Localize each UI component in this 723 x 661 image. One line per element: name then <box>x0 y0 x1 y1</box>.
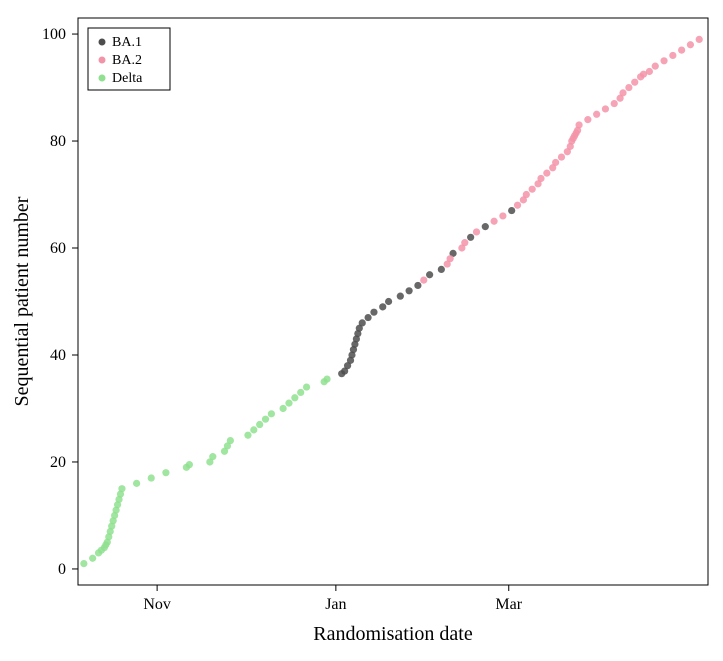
data-point <box>447 255 454 262</box>
x-tick-label: Jan <box>325 596 346 613</box>
data-point <box>379 303 386 310</box>
legend-label: Delta <box>112 71 143 86</box>
scatter-chart: Nov Jan Mar Randomisation date 0 20 40 60 80 100 S… <box>0 0 723 661</box>
data-point <box>575 121 582 128</box>
data-point <box>558 153 565 160</box>
data-point <box>631 79 638 86</box>
data-point <box>499 212 506 219</box>
data-point <box>186 461 193 468</box>
data-point <box>280 405 287 412</box>
legend-marker <box>99 57 106 64</box>
data-point <box>543 170 550 177</box>
data-point <box>652 63 659 70</box>
data-point <box>268 410 275 417</box>
data-point <box>303 383 310 390</box>
data-point <box>508 207 515 214</box>
y-tick-label: 80 <box>50 133 66 150</box>
data-point <box>660 57 667 64</box>
data-point <box>602 105 609 112</box>
data-point <box>118 485 125 492</box>
data-point <box>385 298 392 305</box>
data-point <box>619 89 626 96</box>
data-point <box>227 437 234 444</box>
data-point <box>482 223 489 230</box>
data-point <box>514 202 521 209</box>
data-point <box>244 432 251 439</box>
y-tick-label: 40 <box>50 347 66 364</box>
y-tick-label: 60 <box>50 240 66 257</box>
data-point <box>285 400 292 407</box>
data-point <box>359 319 366 326</box>
legend: BA.1 BA.2 Delta <box>88 28 170 90</box>
data-point <box>250 426 257 433</box>
data-point <box>529 186 536 193</box>
data-point <box>696 36 703 43</box>
data-point <box>669 52 676 59</box>
data-point <box>406 287 413 294</box>
data-point <box>323 375 330 382</box>
y-tick-label: 100 <box>42 26 66 43</box>
data-point <box>552 159 559 166</box>
data-point <box>420 277 427 284</box>
data-point <box>687 41 694 48</box>
data-point <box>584 116 591 123</box>
data-point <box>256 421 263 428</box>
y-tick-label: 0 <box>58 561 66 578</box>
x-axis-label: Randomisation date <box>313 623 473 645</box>
data-point <box>364 314 371 321</box>
data-point <box>646 68 653 75</box>
y-tick-label: 20 <box>50 454 66 471</box>
data-point <box>537 175 544 182</box>
data-point <box>162 469 169 476</box>
data-point <box>370 309 377 316</box>
data-point <box>291 394 298 401</box>
y-axis-label: Sequential patient number <box>11 196 33 406</box>
data-point <box>414 282 421 289</box>
x-tick-label: Nov <box>143 596 171 613</box>
chart-svg: Nov Jan Mar Randomisation date 0 20 40 60 80 100 S… <box>0 0 723 661</box>
data-point <box>133 480 140 487</box>
data-point <box>438 266 445 273</box>
data-point <box>625 84 632 91</box>
data-point <box>89 555 96 562</box>
data-point <box>467 234 474 241</box>
data-point <box>426 271 433 278</box>
x-tick-label: Mar <box>495 596 522 613</box>
data-point <box>209 453 216 460</box>
data-point <box>461 239 468 246</box>
data-point <box>148 474 155 481</box>
data-point <box>80 560 87 567</box>
data-point <box>397 293 404 300</box>
data-point <box>611 100 618 107</box>
data-point <box>523 191 530 198</box>
data-point <box>593 111 600 118</box>
data-point <box>262 416 269 423</box>
legend-marker <box>99 39 106 46</box>
data-point <box>473 228 480 235</box>
data-point <box>490 218 497 225</box>
legend-marker <box>99 75 106 82</box>
data-point <box>297 389 304 396</box>
legend-label: BA.2 <box>112 53 142 68</box>
legend-label: BA.1 <box>112 35 142 50</box>
data-point <box>678 46 685 53</box>
